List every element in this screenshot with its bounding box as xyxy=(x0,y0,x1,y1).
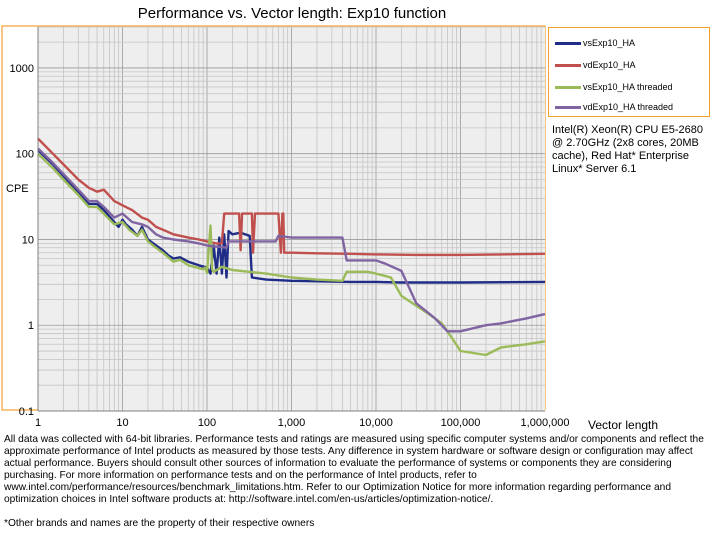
legend-label: vsExp10_HA threaded xyxy=(583,82,673,92)
x-tick-label: 10 xyxy=(116,417,128,429)
y-axis-label: CPE xyxy=(6,183,29,195)
x-axis-label: Vector length xyxy=(588,418,659,432)
legend-swatch xyxy=(555,41,581,45)
disclaimer-text: All data was collected with 64-bit libra… xyxy=(4,434,704,505)
legend-swatch xyxy=(555,105,581,109)
legend-label: vsExp10_HA xyxy=(583,38,636,48)
y-tick-label: 10 xyxy=(22,234,34,246)
series-line xyxy=(37,137,546,257)
y-tick-label: 100 xyxy=(16,149,34,161)
legend-swatch xyxy=(555,63,581,67)
y-tick-label: 1000 xyxy=(10,63,34,75)
x-tick-label: 10,000 xyxy=(359,417,393,429)
series-line xyxy=(37,149,546,284)
legend-item: vdExp10_HA threaded xyxy=(555,100,673,114)
x-tick-label: 1,000,000 xyxy=(521,417,570,429)
x-tick-label: 1,000 xyxy=(278,417,306,429)
series-line xyxy=(37,147,546,333)
y-tick-label: 0.1 xyxy=(19,406,34,418)
x-tick-label: 100,000 xyxy=(441,417,481,429)
legend-item: vdExp10_HA xyxy=(555,58,636,72)
chart-title: Performance vs. Vector length: Exp10 fun… xyxy=(137,5,447,22)
cpu-note: Intel(R) Xeon(R) CPU E5-2680 @ 2.70GHz (… xyxy=(552,124,704,175)
legend-label: vdExp10_HA threaded xyxy=(583,102,674,112)
legend-label: vdExp10_HA xyxy=(583,60,636,70)
footnote: *Other brands and names are the property… xyxy=(4,518,315,529)
series-lines xyxy=(37,137,546,357)
y-tick-label: 1 xyxy=(28,320,34,332)
legend-item: vsExp10_HA threaded xyxy=(555,80,673,94)
legend: vsExp10_HA vdExp10_HA vsExp10_HA threade… xyxy=(548,27,710,117)
x-tick-label: 100 xyxy=(198,417,216,429)
x-tick-label: 1 xyxy=(35,417,41,429)
legend-item: vsExp10_HA xyxy=(555,36,635,50)
legend-swatch xyxy=(555,85,581,89)
